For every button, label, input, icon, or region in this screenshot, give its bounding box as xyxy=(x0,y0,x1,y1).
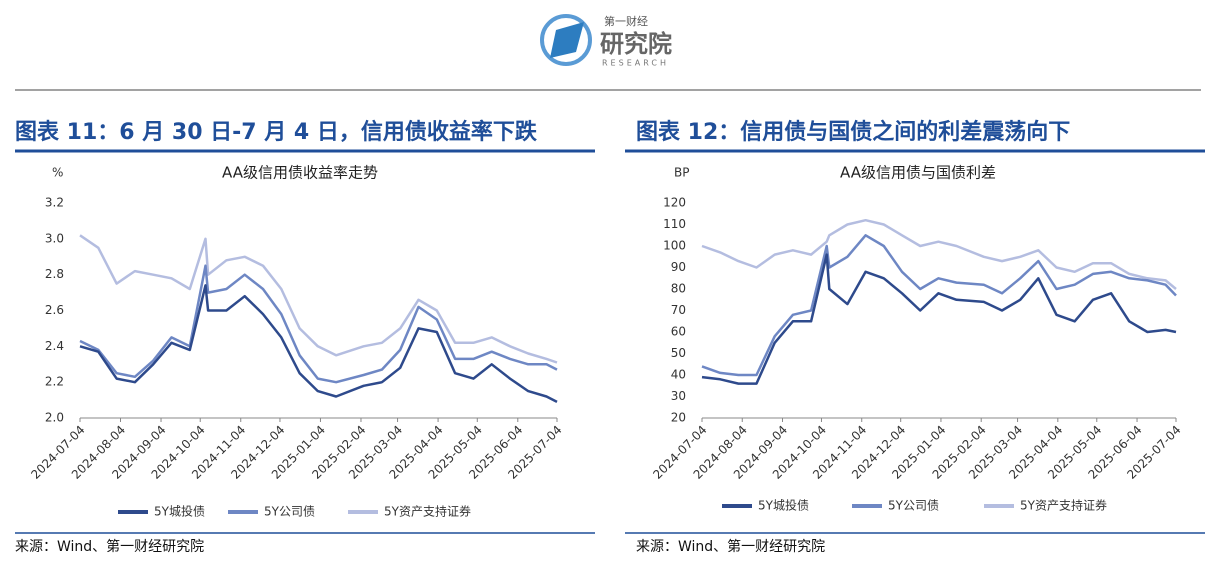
y-tick-label: 2.0 xyxy=(45,411,64,425)
series-line xyxy=(701,234,1177,377)
logo: 第一财经 研究院 RESEARCH xyxy=(540,14,672,68)
chart-title: AA级信用债与国债利差 xyxy=(840,164,996,182)
y-tick-label: 90 xyxy=(671,260,686,274)
caption: 图表 12：信用债与国债之间的利差震荡向下 xyxy=(636,119,1070,145)
y-tick-label: 30 xyxy=(671,389,686,403)
y-tick-label: 50 xyxy=(671,346,686,360)
series-line xyxy=(79,234,558,364)
y-tick-label: 2.2 xyxy=(45,375,64,389)
caption: 图表 11：6 月 30 日-7 月 4 日，信用债收益率下跌 xyxy=(15,119,538,145)
y-tick-label: 120 xyxy=(663,196,686,210)
y-tick-label: 20 xyxy=(671,411,686,425)
source: 来源：Wind、第一财经研究院 xyxy=(636,538,825,555)
y-tick-label: 3.0 xyxy=(45,231,64,245)
legend-label: 5Y资产支持证券 xyxy=(1020,498,1107,513)
logo-main: 研究院 xyxy=(600,30,672,58)
y-tick-label: 3.2 xyxy=(45,196,64,210)
logo-sub: RESEARCH xyxy=(602,59,669,68)
chart-title: AA级信用债收益率走势 xyxy=(222,164,378,182)
y-tick-label: 2.8 xyxy=(45,267,64,281)
y-unit: BP xyxy=(674,166,689,180)
y-tick-label: 2.6 xyxy=(45,303,64,317)
y-tick-label: 70 xyxy=(671,303,686,317)
y-tick-label: 110 xyxy=(663,217,686,231)
legend-label: 5Y资产支持证券 xyxy=(384,504,471,519)
y-tick-label: 40 xyxy=(671,368,686,382)
legend-label: 5Y城投债 xyxy=(154,504,205,519)
y-tick-label: 60 xyxy=(671,325,686,339)
legend-label: 5Y公司债 xyxy=(888,499,939,513)
logo-mark xyxy=(550,22,584,58)
series-line xyxy=(79,264,558,384)
source: 来源：Wind、第一财经研究院 xyxy=(15,538,204,555)
legend-label: 5Y公司债 xyxy=(264,505,315,519)
y-unit: % xyxy=(52,166,63,180)
y-tick-label: 2.4 xyxy=(45,339,64,353)
logo-top: 第一财经 xyxy=(604,14,648,28)
series-line xyxy=(701,218,1177,290)
legend-label: 5Y城投债 xyxy=(758,498,809,513)
series-line xyxy=(79,284,558,404)
logo-ring xyxy=(540,14,592,66)
y-tick-label: 80 xyxy=(671,282,686,296)
y-tick-label: 100 xyxy=(663,239,686,253)
series-line xyxy=(701,253,1177,385)
